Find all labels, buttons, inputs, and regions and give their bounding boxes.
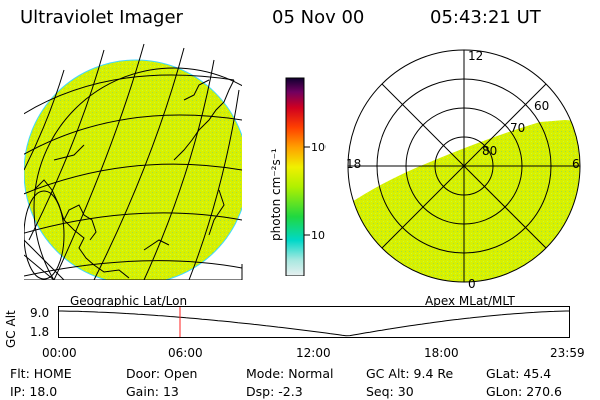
info-glat: GLat: 45.4 bbox=[486, 366, 552, 381]
info-gc-alt: GC Alt: 9.4 Re bbox=[366, 366, 454, 381]
info-flt: Flt: HOME bbox=[10, 366, 72, 381]
info-ip: IP: 18.0 bbox=[10, 384, 58, 399]
info-glon: GLon: 270.6 bbox=[486, 384, 562, 399]
timeline-ylabel: GC Alt bbox=[4, 310, 18, 348]
mlat-label-60: 60 bbox=[534, 99, 549, 113]
mlt-label-left: 18 bbox=[346, 157, 361, 171]
timeline-ylabel-box: GC Alt bbox=[2, 306, 22, 350]
app-title: Ultraviolet Imager bbox=[20, 7, 183, 28]
timeline-xtick-3: 18:00 bbox=[424, 346, 459, 360]
info-gain: Gain: 13 bbox=[126, 384, 179, 399]
colorbar-tick-100: 100 bbox=[311, 141, 326, 154]
mlt-label-top: 12 bbox=[468, 49, 483, 63]
timeline-xtick-2: 12:00 bbox=[296, 346, 331, 360]
info-seq: Seq: 30 bbox=[366, 384, 414, 399]
timeline-ytick-top: 9.0 bbox=[30, 306, 50, 320]
mlat-label-70: 70 bbox=[510, 121, 525, 135]
colorbar: 100 10 photon cm⁻²s⁻¹ bbox=[269, 77, 326, 276]
timeline-ytick-bottom: 1.8 bbox=[30, 325, 50, 339]
info-dsp: Dsp: -2.3 bbox=[246, 384, 303, 399]
time-label: 05:43:21 UT bbox=[430, 7, 541, 28]
info-mode: Mode: Normal bbox=[246, 366, 334, 381]
mlat-label-80: 80 bbox=[482, 144, 497, 158]
mlt-label-bottom: 0 bbox=[468, 277, 476, 291]
timeline-xtick-0: 00:00 bbox=[42, 346, 77, 360]
caption-apex: Apex MLat/MLT bbox=[425, 294, 515, 308]
geographic-image bbox=[24, 43, 243, 280]
info-door: Door: Open bbox=[126, 366, 198, 381]
colorbar-tick-10: 10 bbox=[311, 229, 325, 242]
date-label: 05 Nov 00 bbox=[272, 7, 365, 28]
mlt-label-right: 6 bbox=[572, 157, 580, 171]
polar-plot: 12 18 6 0 80 70 60 bbox=[346, 49, 581, 291]
caption-geographic: Geographic Lat/Lon bbox=[70, 294, 188, 308]
altitude-timeline[interactable] bbox=[58, 306, 578, 340]
timeline-xtick-1: 06:00 bbox=[168, 346, 203, 360]
timeline-xtick-4: 23:59 bbox=[550, 346, 585, 360]
colorbar-unit-label: photon cm⁻²s⁻¹ bbox=[269, 148, 283, 241]
altitude-curve bbox=[58, 310, 570, 337]
